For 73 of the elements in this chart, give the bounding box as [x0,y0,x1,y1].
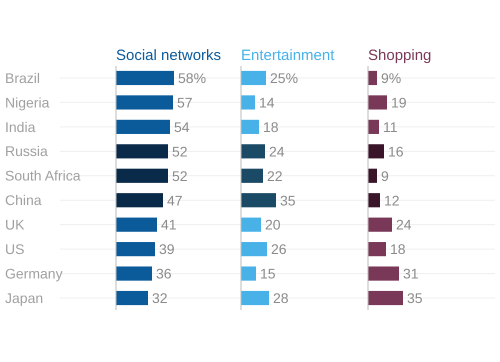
bar [368,120,379,134]
data-label: 35 [280,192,296,208]
data-label: 57 [177,94,193,110]
y-tick-label: Brazil [5,70,40,86]
bar [116,120,170,134]
chart-title: Shopping [368,47,432,64]
bar [368,193,380,208]
bar [241,120,259,134]
bar [241,144,265,158]
bar [368,70,377,86]
bar [116,242,155,256]
bar [116,290,148,306]
y-tick-label: Germany [5,265,63,282]
data-label: 16 [388,143,404,160]
data-label: 9 [381,168,389,184]
bar [241,290,269,306]
bar [241,266,256,281]
bar [241,218,261,232]
data-label: 20 [265,216,281,233]
bar [368,144,384,158]
bar [241,168,263,183]
data-label: 47 [167,192,183,208]
data-label: 18 [390,241,406,258]
data-label: 14 [259,94,275,110]
bar [241,95,255,110]
data-label: 41 [161,216,177,233]
data-label: 15 [260,266,276,282]
data-label: 18 [263,118,279,135]
data-label: 54 [174,118,190,135]
data-label: 39 [159,241,175,258]
bar [116,168,168,183]
y-tick-label: Nigeria [5,94,50,110]
data-label: 22 [267,168,283,184]
data-label: 11 [383,118,398,135]
bar [116,218,157,232]
data-label: 32 [152,290,168,306]
data-label: 35 [407,290,423,306]
y-tick-label: UK [5,216,26,233]
data-label: 52 [172,168,188,184]
bar [368,95,387,110]
bar [368,242,386,256]
data-label: 31 [403,266,419,282]
data-label: 25% [270,70,298,86]
bar [368,218,392,232]
chart-title: Social networks [116,47,222,64]
y-tick-label: China [5,192,42,208]
y-tick-label: India [5,118,36,135]
data-label: 9% [381,70,402,86]
bar [116,95,173,110]
data-label: 36 [156,266,172,282]
bar [368,290,403,306]
data-label: 19 [391,94,407,110]
data-label: 26 [271,241,287,258]
y-tick-label: US [5,241,24,258]
bar [241,193,276,208]
chart-title: Entertainment [241,47,336,64]
bar [116,266,152,281]
bar [368,168,377,183]
y-tick-label: Japan [5,290,44,306]
bar [116,193,163,208]
data-label: 24 [269,143,285,160]
bar [116,70,174,86]
data-label: 24 [396,216,412,233]
data-label: 58% [178,70,206,86]
bar [241,242,267,256]
data-label: 12 [384,192,400,208]
data-label: 52 [172,143,188,160]
data-label: 28 [273,290,289,306]
y-tick-label: South Africa [5,168,81,184]
y-tick-label: Russia [5,143,48,160]
bar [368,266,399,281]
bar [241,70,266,86]
bar [116,144,168,158]
